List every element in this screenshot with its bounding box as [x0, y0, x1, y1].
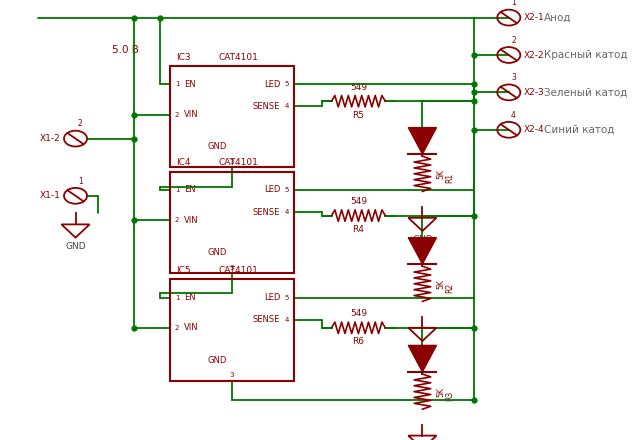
Text: 5: 5: [285, 295, 289, 301]
Text: 2: 2: [78, 120, 83, 128]
Text: R6: R6: [353, 337, 364, 346]
Text: 5: 5: [285, 187, 289, 193]
Polygon shape: [408, 238, 436, 264]
Text: SENSE: SENSE: [253, 315, 280, 324]
Text: 4: 4: [285, 317, 289, 323]
Text: LED: LED: [264, 293, 280, 302]
Text: 5.0 В: 5.0 В: [112, 45, 139, 55]
Text: 1: 1: [175, 81, 179, 87]
Text: 1: 1: [175, 295, 179, 301]
Text: Красный катод: Красный катод: [544, 50, 627, 60]
Text: IC4: IC4: [176, 158, 191, 167]
Text: CAT4101: CAT4101: [218, 53, 258, 62]
Text: 1: 1: [78, 177, 83, 186]
Text: 549: 549: [350, 309, 367, 318]
Text: EN: EN: [184, 293, 195, 302]
Text: CAT4101: CAT4101: [218, 158, 258, 167]
Text: 3: 3: [230, 159, 234, 165]
Text: X2-1: X2-1: [524, 13, 544, 22]
Text: X2-2: X2-2: [524, 51, 544, 59]
Text: VIN: VIN: [184, 216, 198, 225]
Text: 2: 2: [175, 325, 179, 331]
Text: GND: GND: [412, 235, 433, 244]
Text: EN: EN: [184, 80, 195, 89]
Text: 1: 1: [175, 187, 179, 193]
Text: 4: 4: [285, 209, 289, 215]
Text: 5K: 5K: [436, 169, 445, 179]
Text: 1: 1: [511, 0, 516, 7]
Text: Анод: Анод: [544, 13, 572, 22]
Text: 3: 3: [230, 372, 234, 378]
Bar: [170, 279, 294, 381]
Polygon shape: [408, 128, 436, 154]
Text: 5K: 5K: [436, 387, 445, 396]
Text: GND: GND: [207, 248, 227, 257]
Text: 2: 2: [175, 112, 179, 117]
Text: 3: 3: [511, 73, 516, 82]
Text: IC3: IC3: [176, 53, 191, 62]
Text: X1-2: X1-2: [40, 134, 61, 143]
Text: SENSE: SENSE: [253, 208, 280, 216]
Text: 4: 4: [285, 103, 289, 110]
Text: CAT4101: CAT4101: [218, 266, 258, 275]
Text: GND: GND: [207, 356, 227, 365]
Text: GND: GND: [412, 345, 433, 354]
Text: GND: GND: [207, 143, 227, 151]
Text: 5K: 5K: [436, 279, 445, 289]
Text: VIN: VIN: [184, 110, 198, 119]
Text: X2-4: X2-4: [524, 125, 544, 134]
Text: 3: 3: [230, 264, 234, 271]
Text: VIN: VIN: [184, 323, 198, 333]
Text: R3: R3: [445, 391, 454, 401]
Text: Зеленый катод: Зеленый катод: [544, 88, 627, 97]
Text: EN: EN: [184, 185, 195, 194]
Text: IC5: IC5: [176, 266, 191, 275]
Text: R5: R5: [353, 111, 364, 120]
Text: 2: 2: [175, 217, 179, 223]
Text: 549: 549: [350, 83, 367, 92]
Text: SENSE: SENSE: [253, 102, 280, 111]
Text: R4: R4: [353, 225, 364, 234]
Text: 5: 5: [285, 81, 289, 87]
Text: X2-3: X2-3: [524, 88, 544, 97]
Bar: [170, 172, 294, 273]
Polygon shape: [408, 345, 436, 372]
Text: 549: 549: [350, 197, 367, 206]
Text: X1-1: X1-1: [40, 191, 61, 200]
Text: R2: R2: [445, 283, 454, 293]
Text: Синий катод: Синий катод: [544, 125, 614, 135]
Text: R1: R1: [445, 173, 454, 183]
Text: GND: GND: [65, 242, 86, 251]
Text: LED: LED: [264, 185, 280, 194]
Text: 2: 2: [511, 36, 516, 45]
Text: 4: 4: [511, 111, 516, 120]
Bar: [170, 66, 294, 167]
Text: LED: LED: [264, 80, 280, 89]
